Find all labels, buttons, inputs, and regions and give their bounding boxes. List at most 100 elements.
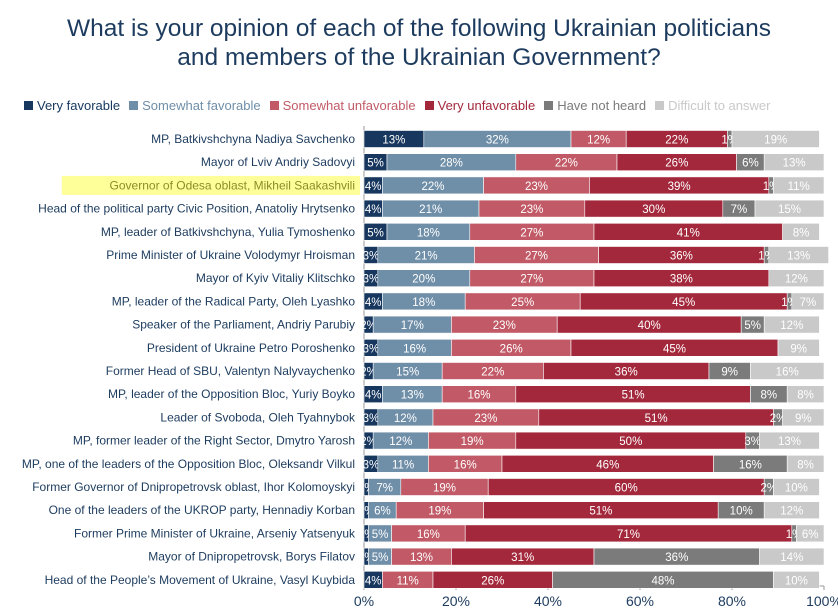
legend-swatch [655, 100, 665, 110]
data-label: 18% [417, 227, 440, 239]
legend-label: Have not heard [557, 97, 647, 113]
data-label: 51% [589, 506, 612, 518]
data-label: 20% [412, 274, 435, 286]
data-label: 21% [415, 251, 438, 263]
data-label: 7% [376, 483, 393, 495]
data-label: 51% [622, 390, 645, 402]
data-label: 9% [795, 413, 812, 425]
bar-segment [786, 385, 825, 404]
x-tick-label: 20% [442, 593, 470, 609]
data-label: 45% [663, 343, 686, 355]
data-label: 3% [363, 413, 380, 425]
data-label: 10% [730, 506, 753, 518]
data-label: 6% [374, 506, 391, 518]
bar-segment [773, 176, 825, 195]
legend-swatch [544, 100, 554, 110]
data-label: 7% [731, 204, 748, 216]
bar-segment [768, 246, 829, 264]
data-label: 4% [365, 575, 382, 587]
data-label: 23% [525, 181, 548, 193]
data-label: 21% [419, 204, 442, 216]
data-label: 9% [790, 343, 807, 355]
data-label: 11% [392, 459, 414, 471]
data-label: 23% [474, 413, 497, 425]
legend-item-3: Very unfavorable [424, 98, 535, 113]
data-label: 13% [410, 552, 433, 564]
data-label: 10% [785, 483, 808, 495]
data-label: 14% [780, 552, 803, 564]
data-label: 3% [363, 251, 380, 263]
data-label: 15% [778, 204, 801, 216]
chart-title-line-2: and members of the Ukrainian Government? [177, 44, 661, 71]
data-label: 23% [520, 204, 543, 216]
legend-label: Very favorable [37, 97, 121, 113]
data-label: 23% [493, 320, 516, 332]
data-label: 36% [670, 251, 693, 263]
data-label: 12% [394, 413, 417, 425]
category-highlight [61, 175, 360, 195]
category-label: Mayor of Dnipropetrovsk, Borys Filatov [148, 550, 355, 564]
data-label: 27% [525, 251, 548, 263]
data-label: 71% [617, 529, 640, 541]
data-label: 3% [363, 343, 380, 355]
data-label: 39% [668, 181, 691, 193]
data-label: 4% [365, 181, 382, 193]
data-label: 16% [417, 529, 440, 541]
data-label: 32% [486, 135, 509, 147]
data-label: 22% [555, 158, 578, 170]
data-label: 13% [783, 158, 806, 170]
data-label: 16% [467, 390, 490, 402]
data-label: 2% [360, 367, 377, 379]
data-label: 22% [421, 181, 444, 193]
data-label: 28% [440, 158, 463, 170]
x-tick-label: 0% [354, 593, 374, 609]
chart-title: What is your opinion of each of the foll… [0, 14, 838, 72]
legend-swatch [129, 100, 139, 110]
data-label: 12% [785, 274, 808, 286]
data-label: 4% [365, 204, 382, 216]
data-label: 19% [428, 506, 451, 518]
category-label: President of Ukraine Petro Poroshenko [147, 341, 355, 355]
data-label: 10% [785, 575, 808, 587]
data-label: 17% [401, 320, 424, 332]
data-label: 5% [372, 552, 389, 564]
category-label: Former Prime Minister of Ukraine, Arseni… [74, 526, 356, 540]
category-label: MP, leader of the Radical Party, Oleh Ly… [112, 294, 356, 308]
data-label: 13% [787, 251, 810, 263]
bar-segment [773, 570, 820, 589]
data-label: 38% [670, 274, 693, 286]
data-label: 27% [520, 227, 543, 239]
data-label: 8% [797, 390, 814, 402]
data-label: 3% [363, 274, 380, 286]
category-label: Governor of Odesa oblast, Mikheil Saakas… [110, 178, 355, 192]
legend-item-4: Have not heard [544, 98, 646, 113]
legend-item-2: Somewhat unfavorable [269, 98, 416, 113]
data-label: 13% [401, 390, 424, 402]
data-label: 2% [360, 436, 377, 448]
data-label: 31% [511, 552, 534, 564]
category-label: Prime Minister of Ukraine Volodymyr Hroi… [106, 248, 355, 262]
x-tick-label: 40% [534, 593, 562, 609]
legend-item-5: Difficult to answer [655, 98, 770, 113]
data-label: 12% [780, 320, 803, 332]
bar-segment [763, 153, 825, 171]
data-label: 13% [778, 436, 801, 448]
data-label: 3% [363, 459, 380, 471]
bar-segment [750, 362, 825, 380]
bar-segment [763, 501, 820, 520]
data-label: 22% [665, 135, 688, 147]
data-label: 36% [615, 367, 638, 379]
bar-segment [782, 408, 825, 427]
data-label: 3% [744, 436, 761, 448]
data-label: 9% [721, 367, 738, 379]
data-label: 19% [461, 436, 484, 448]
legend-label: Somewhat favorable [142, 97, 261, 113]
data-label: 16% [454, 459, 477, 471]
category-label: One of the leaders of the UKROP party, H… [49, 503, 355, 517]
data-label: 16% [403, 343, 426, 355]
data-label: 30% [642, 204, 665, 216]
data-label: 15% [396, 367, 419, 379]
category-label: Speaker of the Parliament, Andriy Parubi… [132, 318, 355, 332]
data-label: 50% [619, 436, 642, 448]
